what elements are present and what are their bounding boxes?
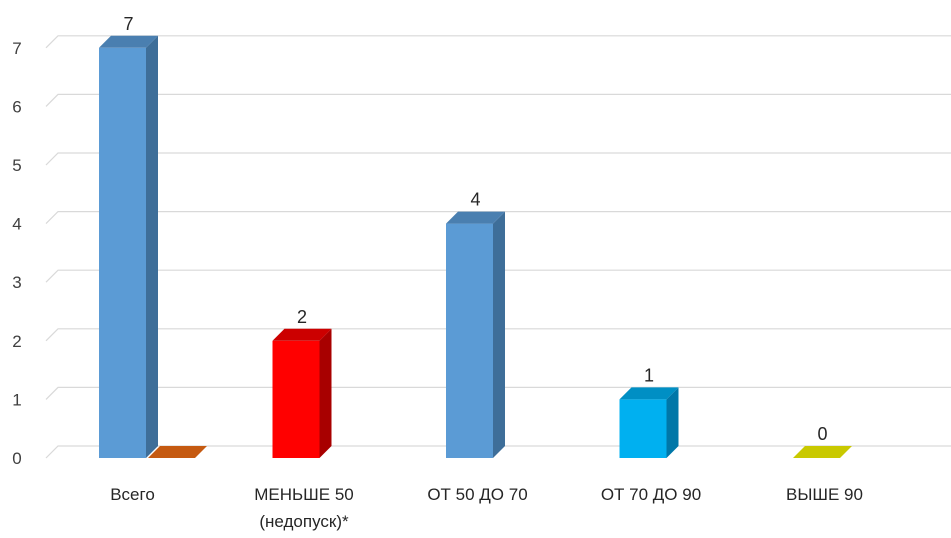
x-tick-label: МЕНЬШЕ 50	[254, 485, 354, 504]
x-tick-label: ВЫШЕ 90	[786, 485, 863, 504]
gridline	[45, 35, 951, 49]
x-tick-label: (недопуск)*	[259, 512, 349, 531]
gridlines	[45, 35, 951, 459]
y-tick-label: 5	[12, 156, 21, 175]
bar-top	[793, 446, 852, 458]
data-label: 2	[297, 307, 307, 327]
gridline	[45, 328, 951, 342]
bar-top	[272, 328, 332, 341]
bar	[446, 211, 505, 458]
x-tick-label: ОТ 50 ДО 70	[427, 485, 527, 504]
gridline	[45, 93, 951, 107]
y-tick-label: 0	[12, 449, 21, 468]
y-tick-label: 4	[12, 215, 21, 234]
bar-front	[619, 399, 667, 458]
bar	[619, 387, 679, 458]
bar-side	[493, 211, 505, 458]
bar-top	[99, 35, 158, 48]
x-tick-label: ОТ 70 ДО 90	[601, 485, 701, 504]
bar-top	[446, 211, 505, 224]
x-axis: Всего МЕНЬШЕ 50 (недопуск)* ОТ 50 ДО 70 ОТ 7…	[110, 485, 863, 531]
y-tick-label: 6	[12, 97, 21, 116]
bar-side	[666, 387, 679, 458]
bar-side	[319, 328, 332, 458]
bar-side	[146, 35, 158, 459]
bar-front	[446, 223, 493, 458]
bar	[272, 328, 332, 458]
data-label: 1	[644, 365, 654, 385]
data-label: 7	[123, 14, 133, 34]
y-tick-label: 3	[12, 273, 21, 292]
y-tick-label: 2	[12, 332, 21, 351]
bar-front	[272, 340, 320, 458]
gridline	[45, 152, 951, 166]
y-tick-label: 7	[12, 39, 21, 58]
data-label: 4	[470, 190, 480, 210]
bar-top	[148, 446, 207, 458]
bar	[793, 446, 852, 458]
bar	[148, 446, 207, 458]
gridline	[45, 269, 951, 283]
x-tick-label: Всего	[110, 485, 155, 504]
bars	[99, 35, 852, 459]
y-axis: 0 1 2 3 4 5 6 7	[12, 39, 21, 468]
bar-front	[99, 47, 146, 459]
bar-top	[619, 387, 679, 400]
y-tick-label: 1	[12, 390, 21, 409]
data-label: 0	[817, 424, 827, 444]
gridline	[45, 211, 951, 225]
data-labels: 7 2 4 1 0	[123, 14, 827, 444]
bar	[99, 35, 158, 459]
